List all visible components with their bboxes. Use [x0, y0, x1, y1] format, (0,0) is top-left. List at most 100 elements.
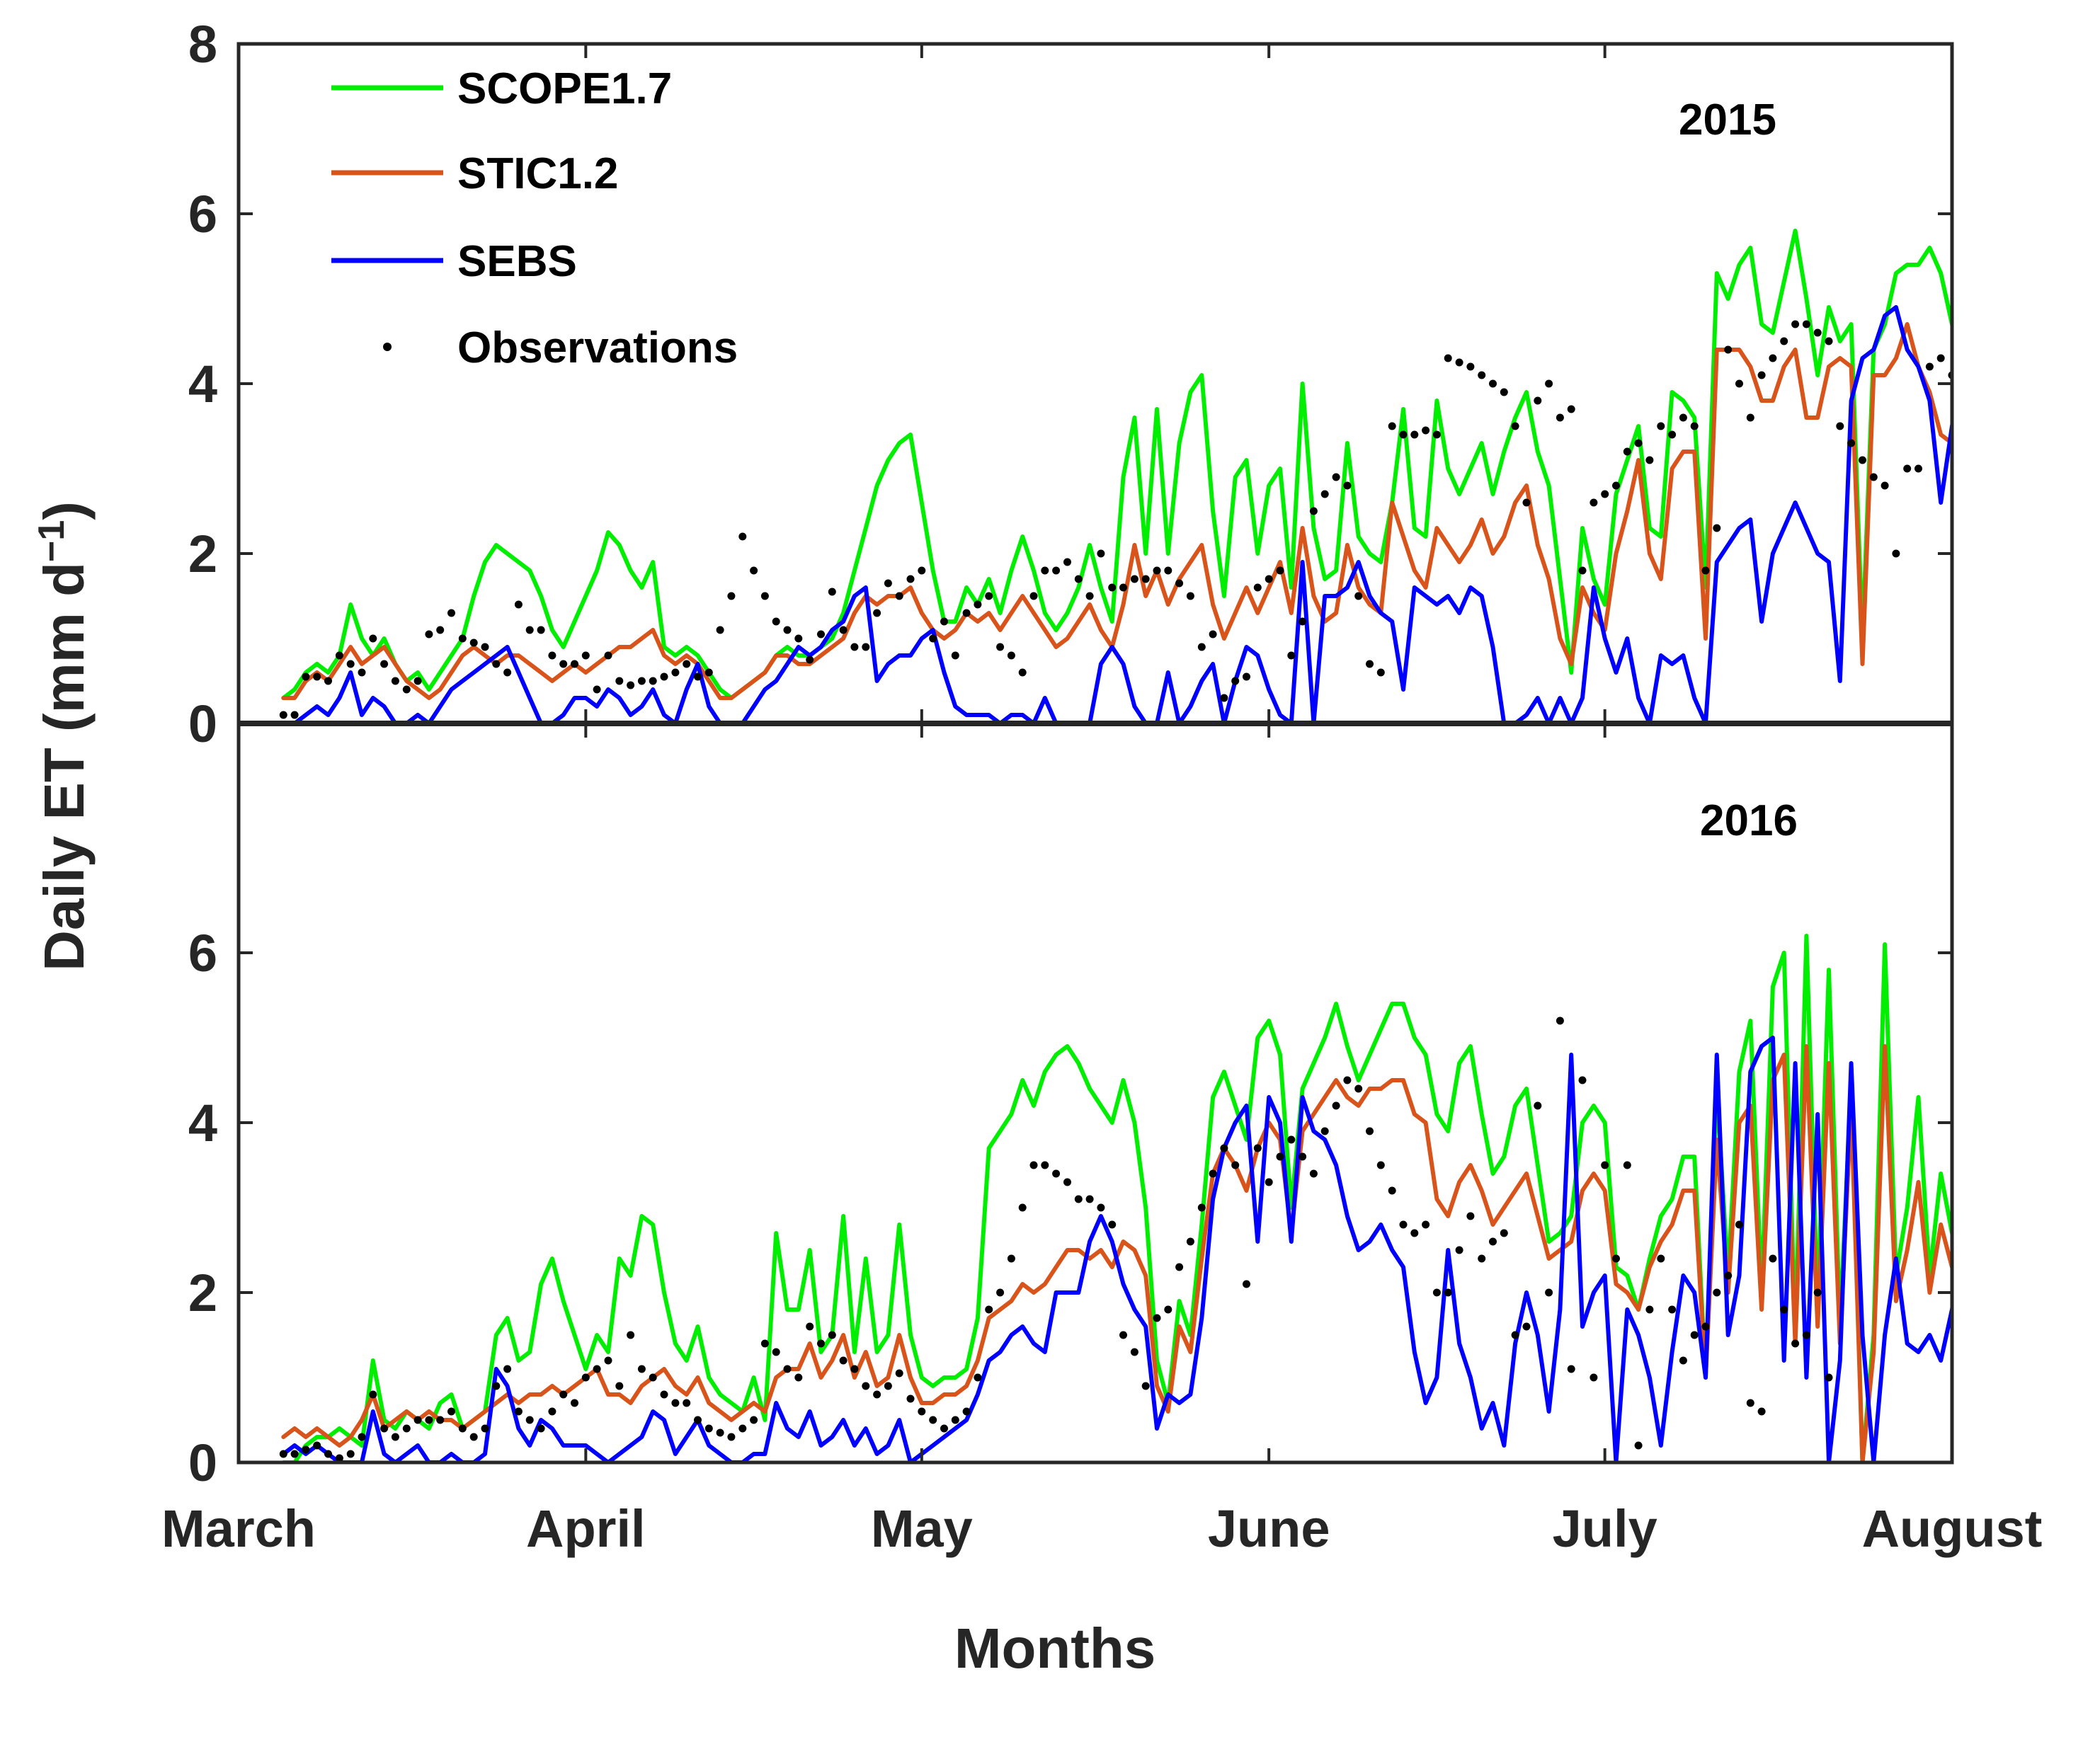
- top-observation-point-37: [694, 672, 702, 681]
- top-observation-point-119: [1612, 481, 1620, 490]
- top-observation-point-132: [1757, 371, 1766, 379]
- bottom-observation-point-105: [1455, 1246, 1463, 1254]
- top-panel-series: [279, 229, 2045, 723]
- bottom-observation-point-89: [1276, 1152, 1284, 1161]
- top-observation-point-5: [335, 651, 343, 660]
- bottom-observation-point-85: [1231, 1161, 1240, 1169]
- top-observation-point-19: [492, 660, 501, 668]
- bottom-observation-point-65: [1007, 1254, 1015, 1263]
- bottom-observation-point-56: [906, 1394, 915, 1403]
- y-axis-title-close: ): [33, 501, 96, 520]
- top-observation-point-14: [436, 626, 445, 634]
- top-observation-point-68: [1041, 566, 1049, 575]
- top-observation-point-125: [1679, 413, 1687, 422]
- top-observation-point-66: [1018, 668, 1027, 677]
- bottom-observation-point-57: [918, 1407, 926, 1416]
- top-observation-point-2: [302, 672, 310, 681]
- bottom-observation-point-24: [548, 1407, 557, 1416]
- bottom-observation-point-123: [1657, 1254, 1665, 1263]
- bottom-observation-point-94: [1332, 1101, 1340, 1110]
- bottom-observation-point-33: [649, 1373, 657, 1382]
- top-observation-point-15: [447, 609, 455, 617]
- top-observation-point-155: [2015, 423, 2023, 430]
- bottom-observation-point-18: [481, 1424, 489, 1433]
- bottom-observation-point-51: [850, 1365, 859, 1373]
- top-observation-point-96: [1354, 592, 1363, 600]
- top-observation-point-129: [1724, 345, 1733, 354]
- bottom-observation-point-134: [1780, 1305, 1788, 1314]
- bottom-observation-point-78: [1153, 1314, 1161, 1322]
- y-axis-title: Daily ET (mm d−1): [31, 501, 96, 971]
- bottom-observation-point-0: [279, 1450, 287, 1458]
- top-observation-point-53: [873, 609, 881, 617]
- bottom-observation-point-31: [627, 1331, 635, 1339]
- top-observation-point-61: [962, 609, 971, 617]
- top-observation-point-101: [1410, 430, 1419, 439]
- top-observation-point-134: [1780, 337, 1788, 345]
- x-tick-label-march: March: [161, 1499, 316, 1558]
- bottom-observation-point-53: [873, 1390, 881, 1399]
- bottom-observation-point-106: [1466, 1212, 1475, 1220]
- top-observation-point-44: [772, 617, 780, 626]
- top-observation-point-8: [369, 634, 377, 643]
- top-observation-point-100: [1399, 430, 1408, 439]
- top-observation-point-51: [850, 643, 859, 651]
- bottom-observation-point-109: [1500, 1229, 1508, 1237]
- bottom-observation-point-133: [1769, 1254, 1777, 1263]
- top-observation-point-113: [1545, 379, 1553, 388]
- bottom-panel-year-label: 2016: [1700, 796, 1798, 845]
- top-observation-point-20: [503, 668, 512, 677]
- bottom-observation-point-13: [425, 1416, 433, 1424]
- legend-label-observations: Observations: [457, 323, 738, 372]
- legend-item-observations: Observations: [383, 323, 738, 372]
- bottom-observation-point-8: [369, 1390, 377, 1399]
- bottom-observation-point-120: [1623, 1161, 1631, 1169]
- bottom-observation-point-130: [1735, 1220, 1743, 1229]
- top-observation-point-60: [951, 651, 959, 660]
- top-observation-point-153: [1993, 423, 2001, 430]
- top-observation-point-135: [1791, 320, 1800, 328]
- bottom-observation-point-75: [1119, 1331, 1127, 1339]
- top-observation-point-111: [1522, 498, 1531, 507]
- bottom-observation-point-92: [1309, 1169, 1318, 1178]
- top-observation-point-36: [683, 660, 691, 668]
- bottom-observation-point-27: [581, 1373, 590, 1382]
- top-observation-point-49: [828, 588, 836, 596]
- bottom-observation-point-35: [671, 1399, 680, 1407]
- bottom-observation-point-55: [895, 1369, 903, 1378]
- top-observation-point-17: [469, 638, 478, 647]
- bottom-observation-point-104: [1444, 1288, 1452, 1297]
- bottom-observation-point-79: [1164, 1305, 1172, 1314]
- bottom-observation-point-44: [772, 1348, 780, 1356]
- bottom-observation-point-60: [951, 1416, 959, 1424]
- bottom-observation-point-90: [1287, 1135, 1296, 1144]
- top-observation-point-116: [1578, 566, 1587, 575]
- top-panel-year-label: 2015: [1679, 96, 1776, 144]
- top-observation-point-38: [704, 668, 713, 677]
- top-observation-point-83: [1209, 630, 1217, 638]
- y-axis-title-main: Daily ET (mm d: [33, 562, 96, 971]
- top-observation-point-95: [1343, 481, 1352, 490]
- top-observation-point-84: [1220, 694, 1228, 702]
- top-observation-point-75: [1119, 583, 1127, 592]
- top-panel: 0 2 4 6 8 2015: [188, 15, 2045, 753]
- top-observation-point-93: [1320, 490, 1329, 498]
- top-observation-point-157: [2038, 406, 2045, 413]
- top-observation-point-148: [1936, 354, 1945, 362]
- top-observation-point-35: [671, 668, 680, 677]
- top-observation-point-22: [525, 626, 534, 634]
- top-observation-point-43: [760, 592, 769, 600]
- bottom-observation-point-30: [615, 1382, 624, 1390]
- top-observation-point-152: [1982, 414, 1990, 422]
- top-observation-point-16: [458, 634, 467, 643]
- x-tick-label-may: May: [871, 1499, 973, 1558]
- bottom-observation-point-67: [1029, 1161, 1038, 1169]
- top-observation-point-70: [1063, 558, 1071, 566]
- bottom-observation-point-11: [402, 1424, 411, 1433]
- top-observation-point-130: [1735, 379, 1743, 388]
- top-observation-point-128: [1713, 524, 1721, 532]
- top-observation-point-10: [391, 677, 399, 685]
- top-observation-point-140: [1847, 439, 1856, 447]
- top-observation-point-115: [1567, 405, 1575, 413]
